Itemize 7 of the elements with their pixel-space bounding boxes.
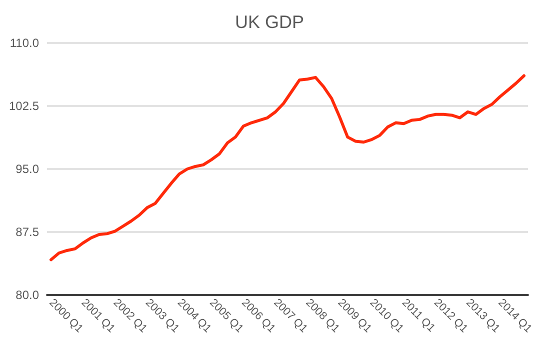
chart-title: UK GDP (234, 12, 304, 32)
line-series (50, 74, 526, 262)
y-tick-label: 87.5 (16, 225, 40, 239)
y-tick-label: 110.0 (10, 36, 40, 50)
y-tick-label: 95.0 (16, 162, 40, 176)
y-tick-label: 80.0 (16, 288, 40, 302)
y-tick-label: 102.5 (8, 99, 40, 113)
